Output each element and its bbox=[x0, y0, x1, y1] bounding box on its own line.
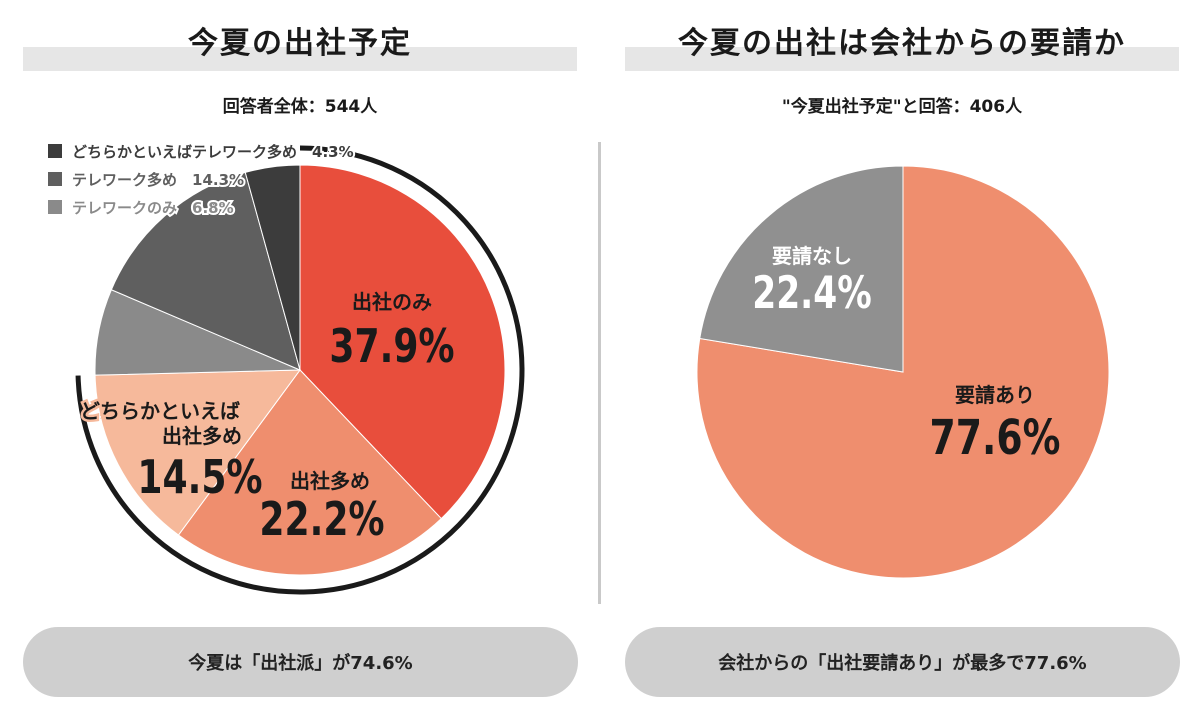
right-summary-pill: 会社からの「出社要請あり」が最多で77.6% bbox=[625, 627, 1180, 697]
right-slice-value: 77.6% bbox=[930, 411, 1061, 467]
legend-swatch bbox=[48, 172, 62, 186]
right-panel: 今夏の出社は会社からの要請か "今夏出社予定"と回答：406人 会社からの「出社… bbox=[612, 0, 1192, 717]
left-slice-value: 37.9% bbox=[329, 320, 454, 374]
right-slice-label: 要請あり bbox=[955, 383, 1035, 407]
left-slice-label: 出社のみ bbox=[352, 290, 432, 314]
legend-label: どちらかといえばテレワーク多め 4.3% bbox=[72, 143, 354, 161]
legend-swatch bbox=[48, 200, 62, 214]
legend-swatch bbox=[48, 144, 62, 158]
legend-label: テレワーク多め 14.3% bbox=[72, 171, 244, 189]
left-chart-title: 今夏の出社予定 bbox=[188, 26, 412, 61]
left-summary-pill: 今夏は「出社派」が74.6% bbox=[23, 627, 578, 697]
right-slice-label: 要請なし bbox=[772, 244, 852, 268]
left-pie-slice-0 bbox=[299, 164, 506, 520]
left-slice-value: 14.5% bbox=[137, 451, 262, 505]
office-group-outline-ring bbox=[75, 145, 525, 595]
left-slice-label-line2: 出社多め bbox=[162, 424, 242, 448]
panel-divider bbox=[598, 142, 601, 604]
left-slice-label: 出社多め bbox=[290, 469, 370, 493]
left-chart-subtitle: 回答者全体：544人 bbox=[222, 97, 378, 117]
right-slice-value: 22.4% bbox=[752, 268, 871, 319]
left-panel: 今夏の出社予定 回答者全体：544人 今夏は「出社派」が74.6% bbox=[10, 0, 590, 717]
legend-label: テレワークのみ 6.8% bbox=[72, 199, 234, 217]
right-title-bar bbox=[625, 47, 1179, 71]
left-pie-slice-4 bbox=[110, 171, 301, 371]
right-chart-title: 今夏の出社は会社からの要請か bbox=[678, 26, 1126, 61]
right-chart-subtitle: "今夏出社予定"と回答：406人 bbox=[781, 97, 1023, 117]
left-pie-slice-2 bbox=[94, 369, 302, 536]
left-slice-value: 22.2% bbox=[259, 493, 384, 547]
left-title-bar bbox=[23, 47, 577, 71]
left-slice-label-line1: どちらかといえば bbox=[80, 399, 240, 423]
left-pie-slice-1 bbox=[177, 369, 442, 576]
left-pie-slice-5 bbox=[244, 164, 301, 371]
right-pie-slice-1 bbox=[699, 165, 904, 373]
